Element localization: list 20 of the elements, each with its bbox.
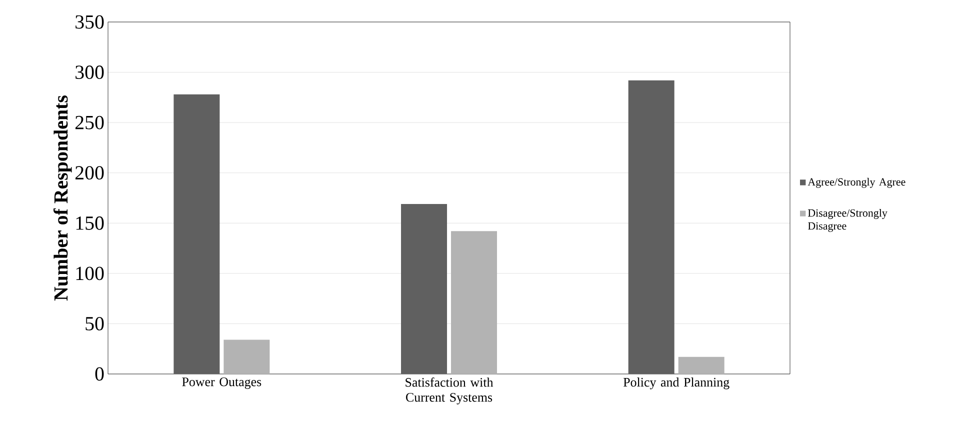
y-tick-label: 200 <box>75 166 104 180</box>
bar <box>451 231 498 374</box>
legend-label: Disagree/Strongly Disagree <box>808 208 888 232</box>
y-axis-title: Number of Respondents <box>53 96 72 301</box>
y-tick-label: 100 <box>76 266 104 280</box>
x-tick-label: Satisfaction with Current Systems <box>406 378 494 404</box>
bar <box>628 80 674 374</box>
bar <box>224 340 270 374</box>
x-tick-label: Policy and Planning <box>623 378 730 390</box>
bar <box>678 356 724 374</box>
y-tick-label: 150 <box>76 216 104 230</box>
bar <box>174 94 220 374</box>
y-tick-label: 250 <box>75 116 104 130</box>
legend-label: Agree/Strongly Agree <box>808 178 906 188</box>
x-tick-label: Power Outages <box>182 378 262 389</box>
y-tick-label: 0 <box>95 367 104 381</box>
y-tick-label: 50 <box>86 316 104 330</box>
y-tick-label: 300 <box>76 66 104 79</box>
y-tick-label: 350 <box>76 15 104 29</box>
bar <box>401 204 448 374</box>
